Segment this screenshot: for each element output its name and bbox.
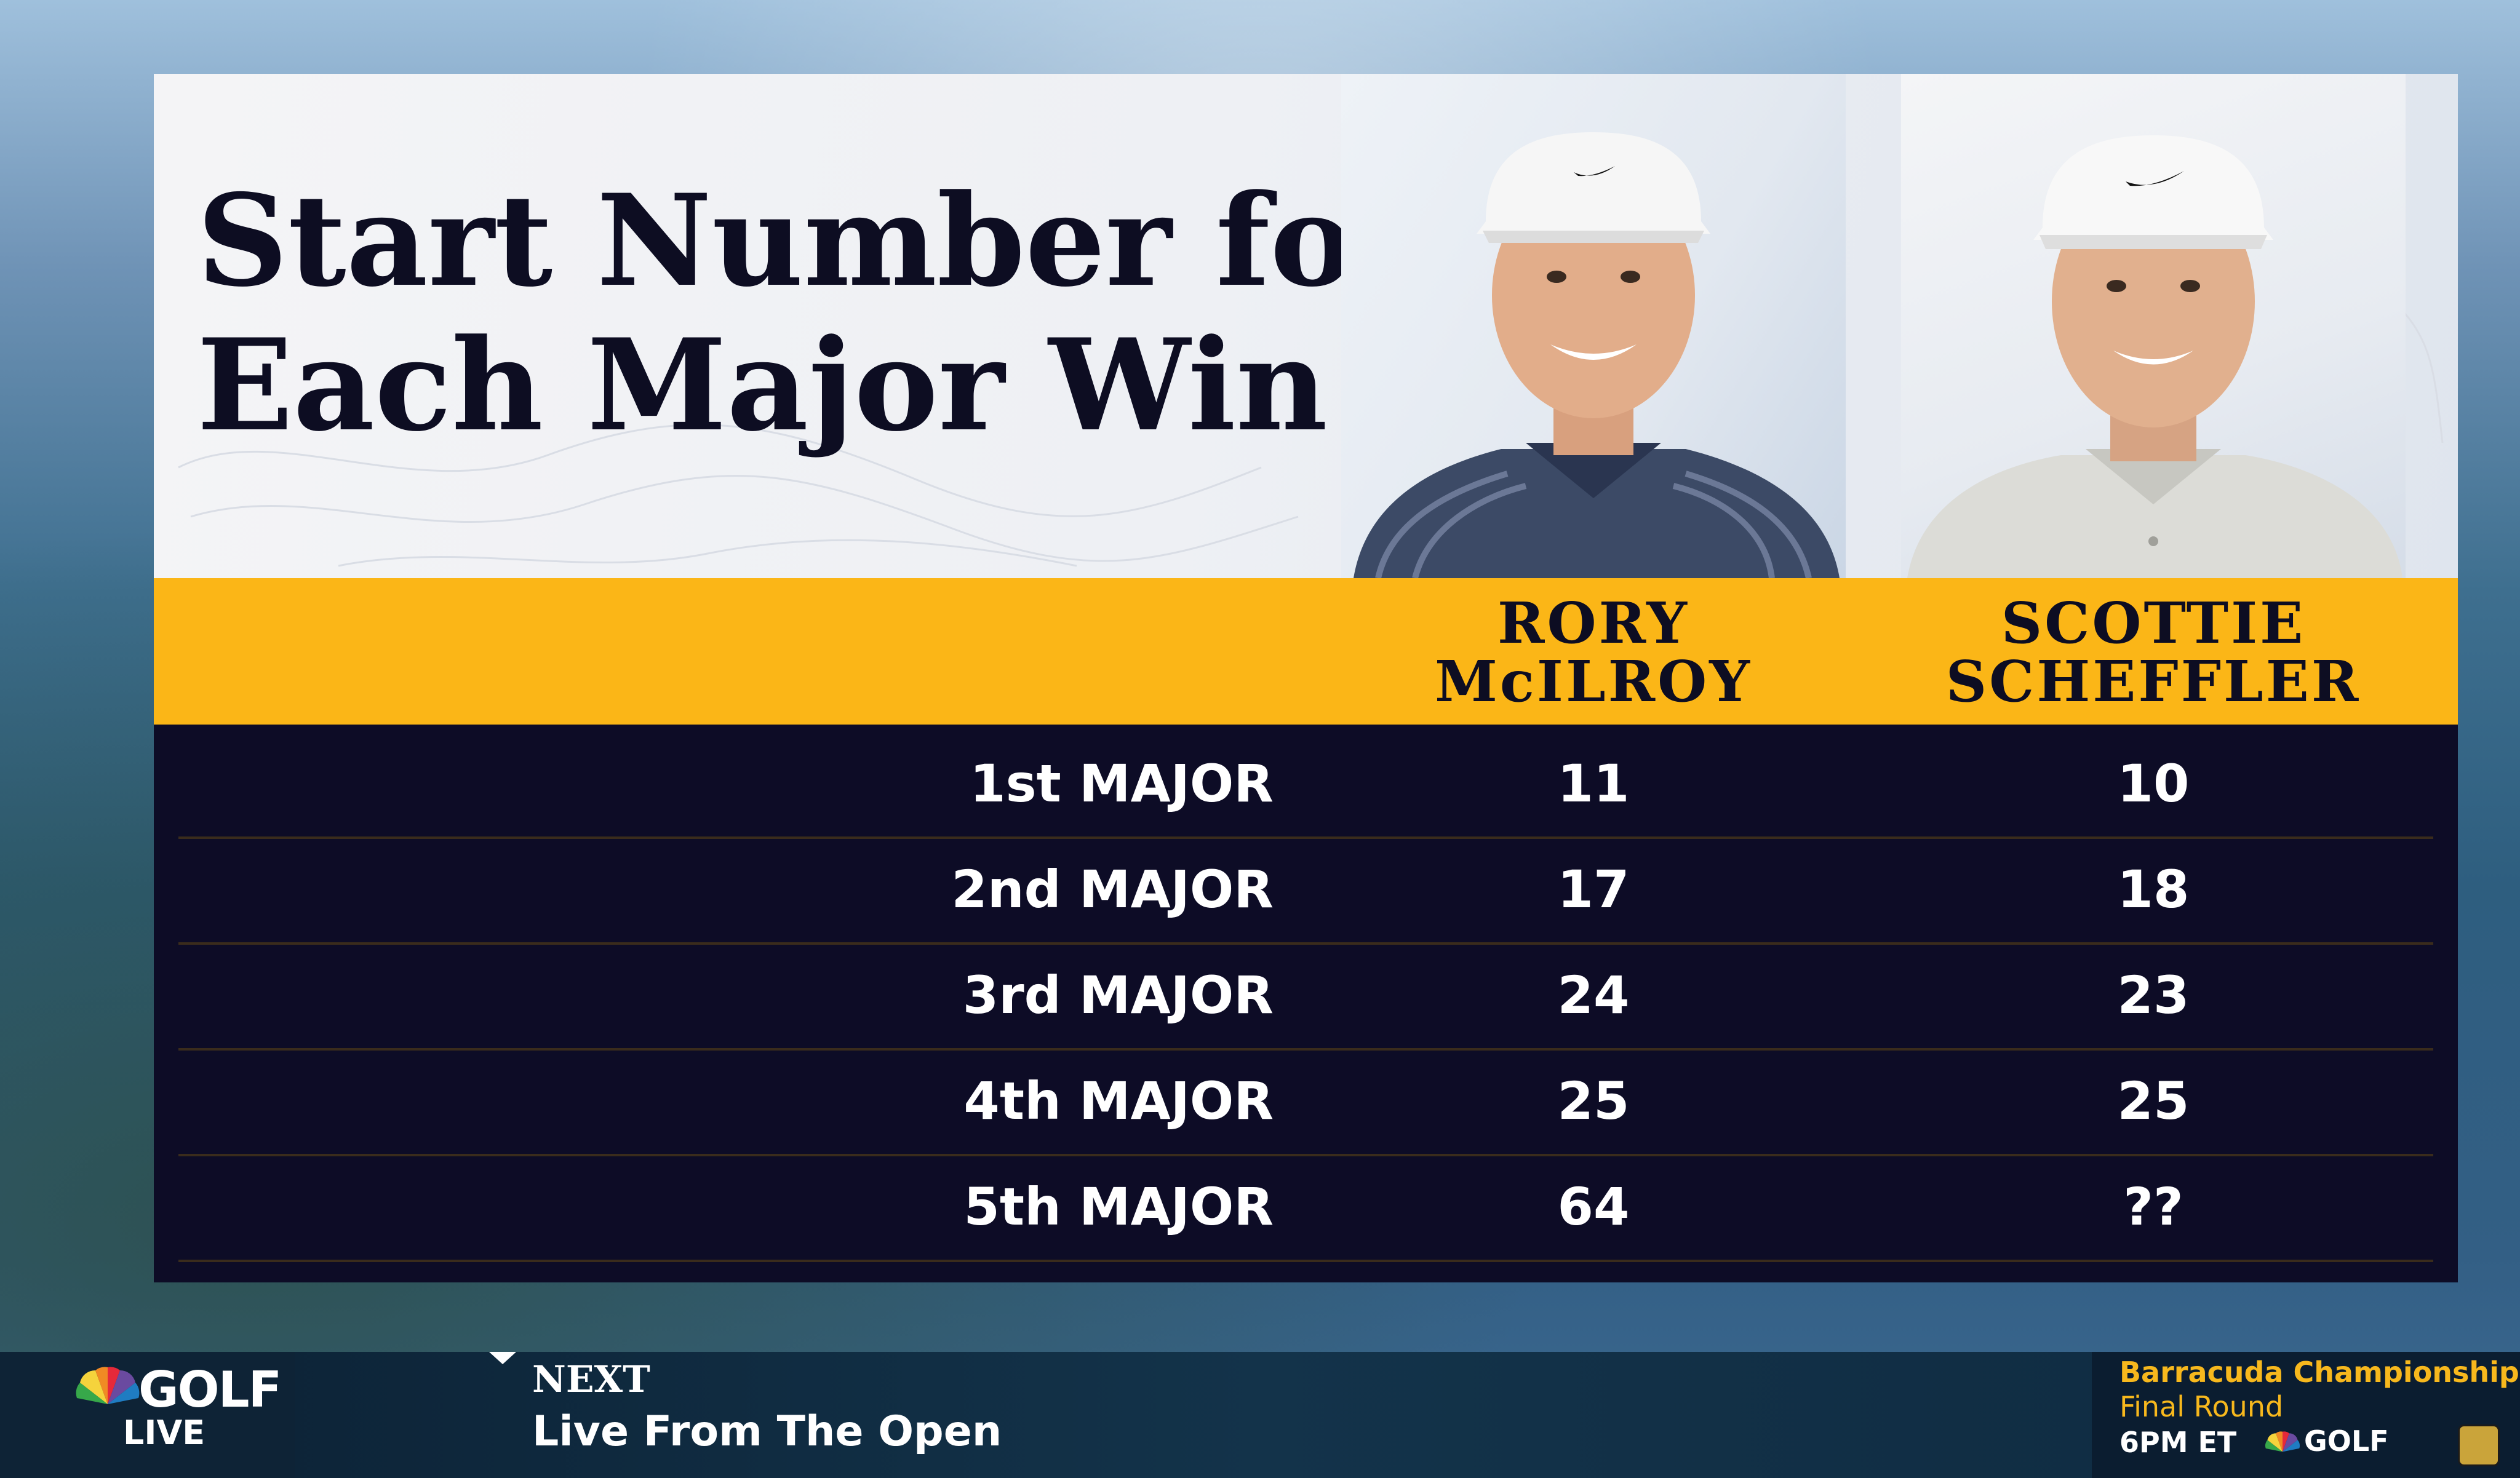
- graphic-title: Start Number for Each Major Win: [197, 169, 1421, 458]
- player-photo-rory: [1341, 74, 1846, 578]
- title-line-2: Each Major Win: [197, 312, 1328, 459]
- rory-headshot-image: [1354, 132, 1840, 578]
- major-start-table: 1st MAJOR 11 10 2nd MAJOR 17 18 3rd MAJO…: [154, 725, 2458, 1282]
- scottie-first-name: SCOTTIE: [2001, 590, 2306, 656]
- promo-box: Barracuda Championship Final Round 6PM E…: [2092, 1352, 2520, 1478]
- scottie-last-name: SCHEFFLER: [1945, 648, 2361, 715]
- golf-live-logo: GOLF LIVE: [0, 1352, 295, 1478]
- next-label: NEXT: [532, 1358, 650, 1401]
- rory-first-name: RORY: [1497, 590, 1689, 656]
- rory-value: 64: [1557, 1177, 1630, 1237]
- network-badge-icon: [2458, 1424, 2500, 1466]
- table-row: 2nd MAJOR 17 18: [178, 836, 2433, 945]
- nbc-peacock-icon: [76, 1367, 140, 1404]
- scottie-value: 23: [2117, 965, 2190, 1025]
- player-name-band: RORY McILROY SCOTTIE SCHEFFLER: [154, 578, 2458, 725]
- promo-time: 6PM ET: [2119, 1426, 2237, 1459]
- scottie-value: 25: [2117, 1071, 2190, 1131]
- next-indicator-icon: [489, 1352, 516, 1364]
- player-name-scottie: SCOTTIE SCHEFFLER: [1901, 594, 2406, 711]
- promo-round: Final Round: [2119, 1390, 2284, 1423]
- major-label: 5th MAJOR: [963, 1177, 1274, 1237]
- promo-event: Barracuda Championship: [2119, 1356, 2519, 1389]
- bottom-ticker: GOLF LIVE NEXT Live From The Open Barrac…: [0, 1352, 2520, 1478]
- rory-value: 24: [1557, 965, 1630, 1025]
- scottie-headshot-image: [1907, 135, 2402, 578]
- major-label: 1st MAJOR: [970, 753, 1274, 814]
- scottie-value: 10: [2117, 753, 2190, 814]
- live-text: LIVE: [123, 1413, 205, 1452]
- table-row: 3rd MAJOR 24 23: [178, 942, 2433, 1051]
- rory-value: 25: [1557, 1071, 1630, 1131]
- table-row: 1st MAJOR 11 10: [178, 731, 2433, 839]
- promo-brand-text: GOLF: [2304, 1424, 2389, 1458]
- table-row: 4th MAJOR 25 25: [178, 1048, 2433, 1156]
- golf-brand-text: GOLF: [138, 1361, 282, 1418]
- rory-value: 11: [1557, 753, 1630, 814]
- title-line-1: Start Number for: [197, 167, 1421, 315]
- scottie-value: 18: [2117, 859, 2190, 920]
- promo-peacock-icon: [2265, 1431, 2300, 1452]
- table-row: 5th MAJOR 64 ??: [178, 1154, 2433, 1262]
- major-label: 4th MAJOR: [963, 1071, 1274, 1131]
- player-photo-scottie: [1901, 74, 2406, 578]
- next-show-title: Live From The Open: [532, 1407, 1002, 1456]
- rory-last-name: McILROY: [1435, 648, 1752, 715]
- stats-graphic: Start Number for Each Major Win: [154, 74, 2458, 1282]
- major-label: 3rd MAJOR: [962, 965, 1274, 1025]
- major-label: 2nd MAJOR: [951, 859, 1274, 920]
- scottie-value: ??: [2123, 1177, 2183, 1237]
- graphic-header: Start Number for Each Major Win: [154, 74, 2458, 578]
- player-name-rory: RORY McILROY: [1341, 594, 1846, 711]
- rory-value: 17: [1557, 859, 1630, 920]
